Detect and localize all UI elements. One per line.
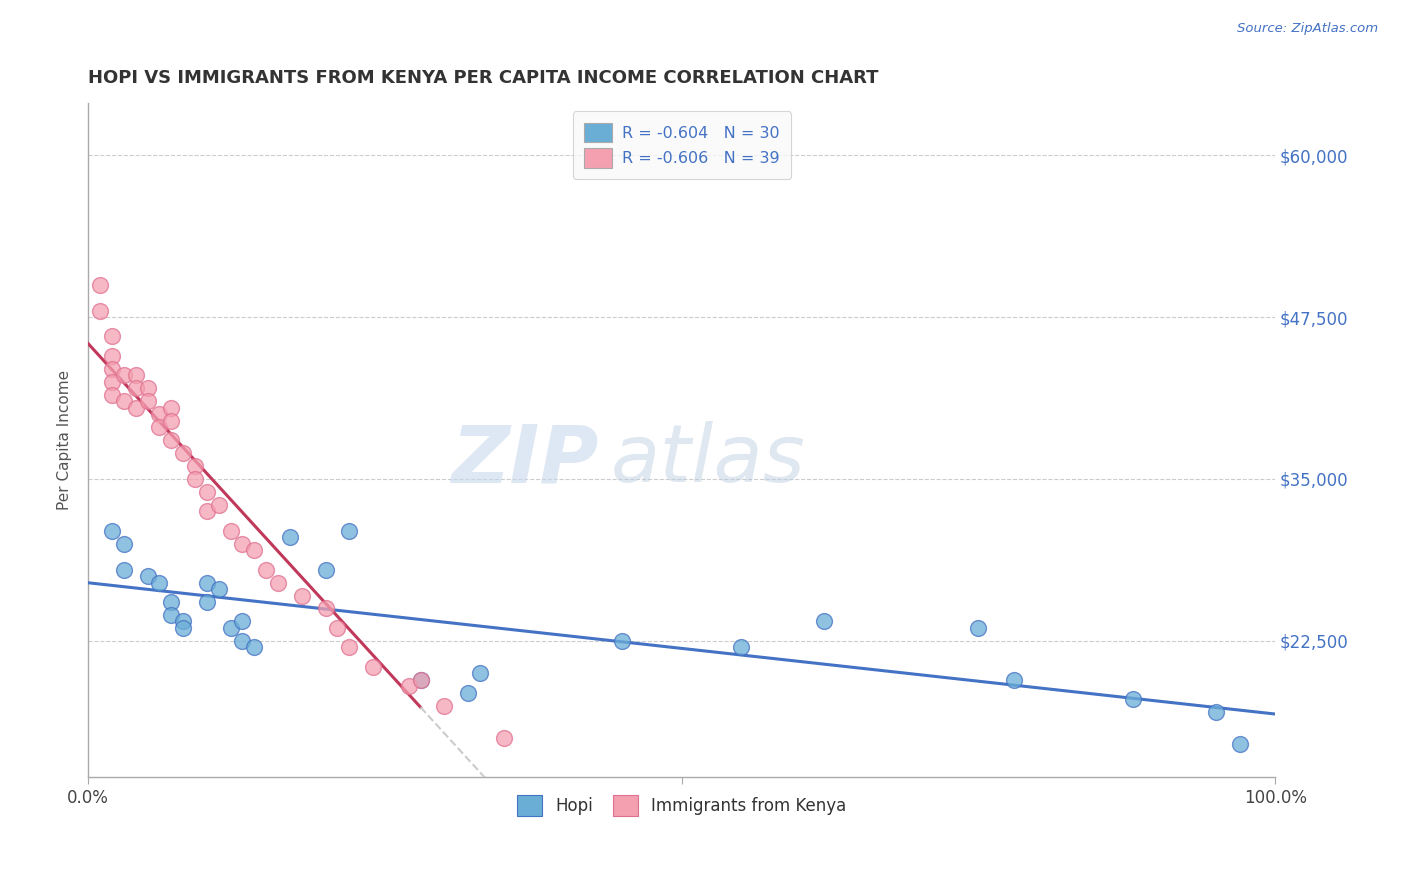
- Point: [112, 563, 135, 577]
- Legend: Hopi, Immigrants from Kenya: Hopi, Immigrants from Kenya: [510, 789, 853, 822]
- Text: atlas: atlas: [610, 421, 806, 500]
- Point: [195, 504, 218, 518]
- Point: [468, 666, 491, 681]
- Point: [101, 375, 124, 389]
- Point: [148, 420, 170, 434]
- Point: [315, 601, 337, 615]
- Point: [254, 563, 277, 577]
- Point: [813, 615, 835, 629]
- Point: [457, 686, 479, 700]
- Point: [398, 679, 420, 693]
- Point: [195, 484, 218, 499]
- Point: [160, 414, 183, 428]
- Point: [361, 660, 384, 674]
- Point: [89, 277, 111, 292]
- Point: [219, 524, 242, 538]
- Point: [337, 640, 360, 655]
- Point: [101, 349, 124, 363]
- Point: [101, 388, 124, 402]
- Point: [409, 673, 432, 687]
- Point: [612, 633, 634, 648]
- Point: [243, 543, 266, 558]
- Y-axis label: Per Capita Income: Per Capita Income: [58, 370, 72, 510]
- Point: [124, 401, 146, 415]
- Point: [1205, 705, 1227, 719]
- Point: [101, 524, 124, 538]
- Point: [208, 582, 231, 596]
- Point: [195, 575, 218, 590]
- Point: [967, 621, 990, 635]
- Point: [184, 472, 207, 486]
- Point: [136, 381, 159, 395]
- Point: [231, 615, 253, 629]
- Point: [195, 595, 218, 609]
- Point: [148, 575, 170, 590]
- Point: [184, 458, 207, 473]
- Point: [492, 731, 515, 745]
- Point: [112, 368, 135, 383]
- Point: [1122, 692, 1144, 706]
- Point: [136, 569, 159, 583]
- Point: [326, 621, 349, 635]
- Point: [101, 329, 124, 343]
- Point: [160, 595, 183, 609]
- Point: [730, 640, 752, 655]
- Point: [101, 362, 124, 376]
- Point: [231, 633, 253, 648]
- Point: [243, 640, 266, 655]
- Point: [278, 530, 301, 544]
- Point: [136, 394, 159, 409]
- Point: [291, 589, 314, 603]
- Point: [172, 621, 194, 635]
- Point: [124, 381, 146, 395]
- Point: [315, 563, 337, 577]
- Point: [148, 407, 170, 421]
- Point: [433, 698, 456, 713]
- Point: [208, 498, 231, 512]
- Point: [231, 537, 253, 551]
- Point: [267, 575, 290, 590]
- Point: [112, 394, 135, 409]
- Point: [172, 446, 194, 460]
- Text: ZIP: ZIP: [451, 421, 599, 500]
- Text: Source: ZipAtlas.com: Source: ZipAtlas.com: [1237, 22, 1378, 36]
- Point: [1002, 673, 1025, 687]
- Point: [112, 537, 135, 551]
- Point: [160, 401, 183, 415]
- Point: [160, 607, 183, 622]
- Text: HOPI VS IMMIGRANTS FROM KENYA PER CAPITA INCOME CORRELATION CHART: HOPI VS IMMIGRANTS FROM KENYA PER CAPITA…: [89, 69, 879, 87]
- Point: [89, 303, 111, 318]
- Point: [124, 368, 146, 383]
- Point: [219, 621, 242, 635]
- Point: [172, 615, 194, 629]
- Point: [160, 433, 183, 447]
- Point: [1229, 738, 1251, 752]
- Point: [337, 524, 360, 538]
- Point: [409, 673, 432, 687]
